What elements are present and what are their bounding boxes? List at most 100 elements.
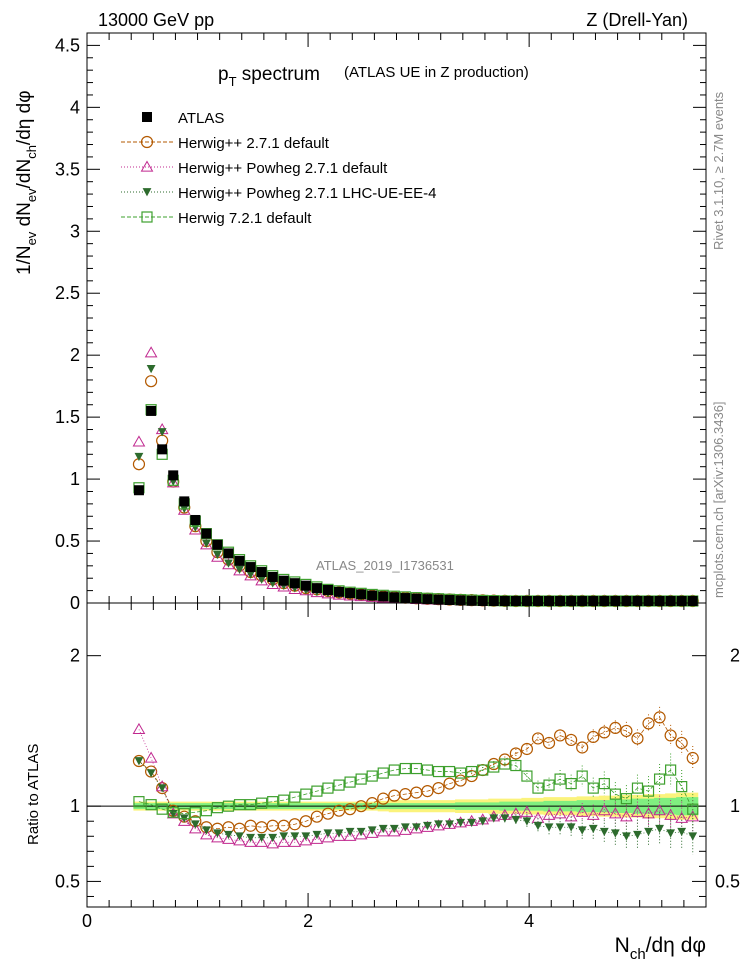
ratio-point-herwig-powheg-2-7-1-default bbox=[310, 832, 324, 844]
ratio-point-herwig-7-2-1-default bbox=[244, 799, 257, 811]
ratio-point-herwig-2-7-1-default bbox=[255, 821, 268, 834]
ratio-point-herwig-powheg-2-7-1-lhc-ue-ee-4 bbox=[599, 827, 609, 837]
ratio-point-herwig-powheg-2-7-1-lhc-ue-ee-4 bbox=[323, 829, 333, 838]
point-atlas bbox=[521, 596, 532, 606]
ratio-point-herwig-powheg-2-7-1-default bbox=[277, 835, 291, 847]
legend: ATLAS Herwig++ 2.7.1 default Herwig++ Powh… bbox=[121, 110, 436, 227]
ratio-point-herwig-powheg-2-7-1-lhc-ue-ee-4 bbox=[544, 823, 554, 832]
ratio-line-herwig-2-7-1-default bbox=[138, 716, 694, 830]
ratio-point-herwig-powheg-2-7-1-lhc-ue-ee-4 bbox=[157, 784, 167, 793]
ratio-point-herwig-2-7-1-default bbox=[565, 733, 578, 747]
x-tick-label: 0 bbox=[82, 911, 92, 931]
point-atlas bbox=[245, 562, 256, 573]
legend-marker bbox=[141, 211, 153, 223]
ratio-point-herwig-7-2-1-default bbox=[432, 765, 445, 778]
ratio-point-herwig-powheg-2-7-1-default bbox=[299, 834, 313, 846]
point-atlas bbox=[201, 528, 212, 539]
ratio-point-herwig-2-7-1-default bbox=[132, 754, 146, 768]
ratio-point-herwig-7-2-1-default bbox=[333, 779, 345, 791]
ratio-point-herwig-powheg-2-7-1-lhc-ue-ee-4 bbox=[190, 820, 200, 829]
ratio-point-herwig-powheg-2-7-1-lhc-ue-ee-4 bbox=[246, 833, 255, 843]
point-atlas bbox=[322, 584, 333, 595]
ratio-point-herwig-powheg-2-7-1-default bbox=[144, 751, 158, 763]
ratio-point-herwig-powheg-2-7-1-lhc-ue-ee-4 bbox=[677, 827, 687, 837]
ratio-point-herwig-powheg-2-7-1-lhc-ue-ee-4 bbox=[224, 830, 233, 840]
upper-y-tick-label: 4.5 bbox=[55, 35, 80, 55]
ratio-point-herwig-powheg-2-7-1-lhc-ue-ee-4 bbox=[434, 820, 443, 829]
ratio-point-herwig-2-7-1-default bbox=[620, 724, 633, 738]
ratio-point-herwig-7-2-1-default bbox=[133, 796, 145, 808]
point-herwig-powheg-2-7-1-lhc-ue-ee-4 bbox=[157, 428, 167, 437]
ratio-point-herwig-7-2-1-default bbox=[477, 764, 489, 776]
ratio-point-herwig-2-7-1-default bbox=[587, 730, 600, 744]
ratio-point-herwig-powheg-2-7-1-lhc-ue-ee-4 bbox=[467, 818, 477, 828]
ratio-point-herwig-7-2-1-default bbox=[576, 770, 588, 782]
point-herwig-powheg-2-7-1-default bbox=[211, 550, 224, 562]
ratio-point-herwig-2-7-1-default bbox=[355, 800, 368, 813]
ratio-point-herwig-powheg-2-7-1-lhc-ue-ee-4 bbox=[268, 833, 278, 843]
ratio-point-herwig-2-7-1-default bbox=[675, 736, 688, 750]
ratio-point-herwig-2-7-1-default bbox=[686, 751, 699, 765]
point-atlas bbox=[610, 596, 621, 606]
point-atlas bbox=[433, 594, 444, 605]
ratio-point-herwig-powheg-2-7-1-lhc-ue-ee-4 bbox=[378, 824, 388, 834]
ratio-point-herwig-powheg-2-7-1-default bbox=[244, 835, 257, 847]
ratio-point-herwig-7-2-1-default bbox=[443, 765, 456, 778]
point-atlas bbox=[278, 575, 289, 586]
point-atlas bbox=[422, 594, 433, 605]
ratio-point-herwig-2-7-1-default bbox=[343, 803, 357, 816]
ratio-point-herwig-7-2-1-default bbox=[532, 782, 544, 794]
ratio-point-herwig-7-2-1-default bbox=[399, 762, 411, 775]
point-atlas bbox=[643, 596, 654, 606]
point-herwig-powheg-2-7-1-default bbox=[288, 582, 302, 594]
ratio-point-herwig-powheg-2-7-1-lhc-ue-ee-4 bbox=[533, 821, 543, 831]
ratio-point-herwig-powheg-2-7-1-default bbox=[255, 835, 269, 847]
point-atlas bbox=[223, 548, 234, 559]
ratio-point-herwig-7-2-1-default bbox=[499, 758, 511, 770]
point-atlas bbox=[621, 596, 632, 606]
ratio-point-herwig-powheg-2-7-1-lhc-ue-ee-4 bbox=[633, 830, 642, 840]
ratio-point-herwig-powheg-2-7-1-default bbox=[542, 808, 556, 820]
point-atlas bbox=[157, 444, 168, 455]
legend-label: Herwig++ Powheg 2.7.1 default bbox=[178, 160, 388, 177]
point-herwig-powheg-2-7-1-default bbox=[200, 538, 213, 550]
point-herwig-powheg-2-7-1-lhc-ue-ee-4 bbox=[246, 570, 255, 579]
ratio-point-herwig-7-2-1-default bbox=[554, 773, 566, 785]
ratio-point-herwig-powheg-2-7-1-lhc-ue-ee-4 bbox=[345, 827, 355, 837]
ratio-point-herwig-2-7-1-default bbox=[288, 818, 301, 831]
legend-label: ATLAS bbox=[178, 110, 224, 127]
legend-marker bbox=[140, 160, 154, 172]
point-atlas bbox=[488, 596, 499, 606]
point-atlas bbox=[510, 596, 521, 606]
ratio-point-herwig-powheg-2-7-1-default bbox=[266, 837, 280, 849]
ratio-point-herwig-powheg-2-7-1-default bbox=[222, 832, 235, 844]
ratio-point-herwig-powheg-2-7-1-lhc-ue-ee-4 bbox=[500, 814, 510, 823]
ratio-point-herwig-powheg-2-7-1-lhc-ue-ee-4 bbox=[257, 833, 267, 843]
ratio-point-herwig-2-7-1-default bbox=[377, 792, 390, 805]
ratio-point-herwig-7-2-1-default bbox=[620, 793, 633, 805]
point-herwig-powheg-2-7-1-lhc-ue-ee-4 bbox=[134, 452, 144, 462]
ratio-point-herwig-7-2-1-default bbox=[631, 782, 644, 794]
point-atlas bbox=[632, 596, 643, 606]
point-herwig-powheg-2-7-1-default bbox=[188, 523, 202, 535]
ratio-point-herwig-powheg-2-7-1-default bbox=[575, 805, 589, 817]
point-atlas bbox=[466, 595, 477, 606]
point-atlas bbox=[654, 596, 665, 606]
point-herwig-powheg-2-7-1-lhc-ue-ee-4 bbox=[257, 575, 267, 584]
point-atlas bbox=[179, 496, 190, 507]
ratio-point-herwig-powheg-2-7-1-lhc-ue-ee-4 bbox=[423, 821, 432, 831]
ratio-point-herwig-2-7-1-default bbox=[443, 777, 456, 790]
ratio-point-herwig-7-2-1-default bbox=[687, 803, 699, 815]
ratio-panel: 0 2 4 0.5 0.5 1 1 2 2 bbox=[55, 602, 740, 931]
x-tick-label: 2 bbox=[303, 911, 313, 931]
ratio-point-herwig-7-2-1-default bbox=[233, 799, 246, 811]
ratio-point-herwig-powheg-2-7-1-lhc-ue-ee-4 bbox=[445, 820, 454, 829]
ratio-point-herwig-2-7-1-default bbox=[299, 815, 312, 828]
ratio-point-herwig-powheg-2-7-1-lhc-ue-ee-4 bbox=[622, 832, 631, 841]
ratio-point-herwig-2-7-1-default bbox=[156, 782, 169, 795]
point-atlas bbox=[444, 595, 455, 606]
ratio-point-herwig-7-2-1-default bbox=[565, 777, 577, 790]
chart-subtitle: (ATLAS UE in Z production) bbox=[344, 64, 529, 81]
ratio-point-herwig-powheg-2-7-1-lhc-ue-ee-4 bbox=[213, 829, 222, 838]
point-herwig-powheg-2-7-1-lhc-ue-ee-4 bbox=[146, 364, 156, 374]
